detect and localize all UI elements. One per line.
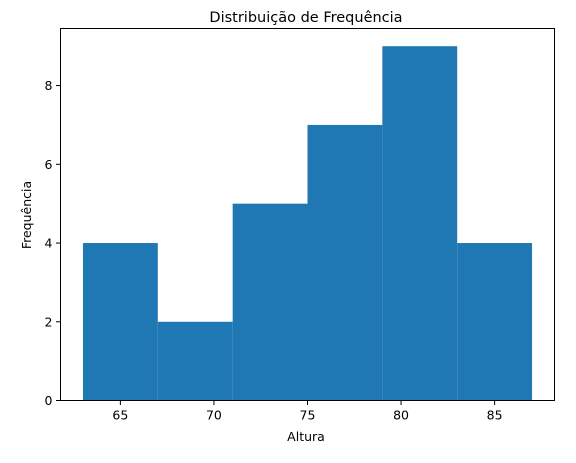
y-axis-label: Frequência (19, 181, 34, 249)
x-tick-label-75: 75 (300, 408, 316, 423)
y-tick-label-4: 4 (45, 236, 53, 251)
x-tick-label-70: 70 (206, 408, 222, 423)
x-axis-label: Altura (287, 429, 325, 444)
histogram-bar-79-83 (382, 46, 458, 401)
histogram-bar-83-87 (457, 243, 533, 401)
plot-area (82, 46, 533, 401)
x-tick-label-80: 80 (393, 408, 409, 423)
histogram-bar-71-75 (232, 203, 308, 401)
y-tick-label-0: 0 (45, 393, 53, 408)
histogram-bar-75-79 (307, 124, 383, 401)
y-tick-label-2: 2 (45, 314, 53, 329)
histogram-bar-63-67 (82, 243, 158, 401)
y-tick-label-8: 8 (45, 78, 53, 93)
x-tick-label-65: 65 (112, 408, 128, 423)
y-axis: 0 2 4 6 8 (45, 78, 61, 408)
y-tick-label-6: 6 (45, 157, 53, 172)
histogram-bar-67-71 (157, 321, 233, 401)
x-axis: 65 70 75 80 85 (112, 400, 503, 423)
chart-title: Distribuição de Frequência (209, 10, 402, 26)
x-tick-label-85: 85 (487, 408, 503, 423)
